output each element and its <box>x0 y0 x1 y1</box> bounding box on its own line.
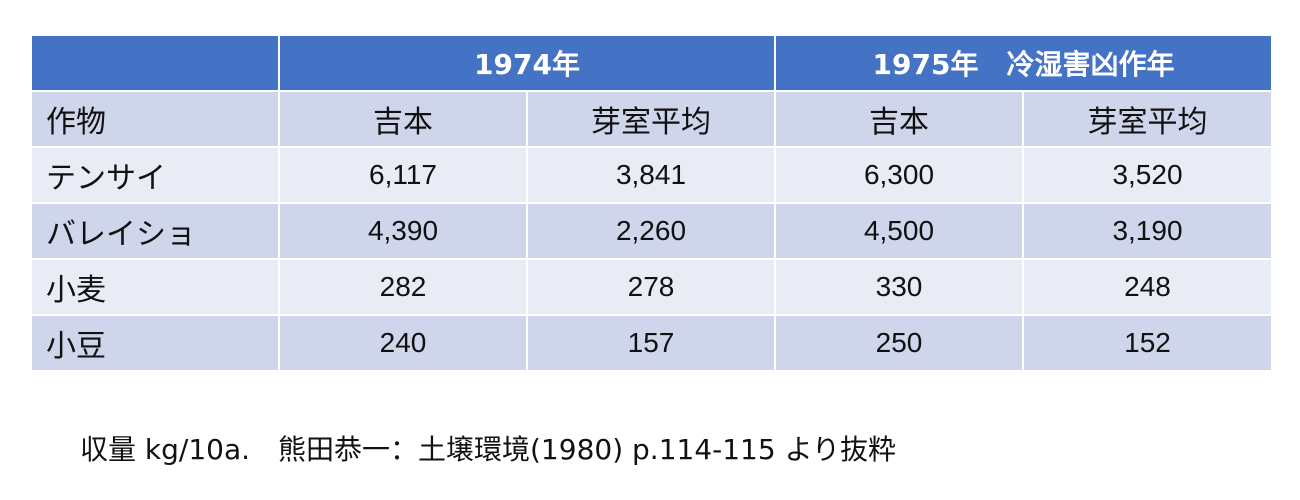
table-row: 小豆 240 157 250 152 <box>30 314 1273 372</box>
year-header-row: 1974年 1975年 冷湿害凶作年 <box>30 34 1273 92</box>
yield-value: 3,520 <box>1022 146 1273 204</box>
yield-value: 250 <box>774 314 1024 372</box>
col-yoshimoto-1975: 吉本 <box>774 90 1024 148</box>
subheader-row: 作物 吉本 芽室平均 吉本 芽室平均 <box>30 90 1273 148</box>
yield-value: 278 <box>526 258 776 316</box>
crop-column-label: 作物 <box>30 90 280 148</box>
header-year-1974: 1974年 <box>278 34 776 92</box>
table-row: バレイショ 4,390 2,260 4,500 3,190 <box>30 202 1273 260</box>
col-yoshimoto-1974: 吉本 <box>278 90 528 148</box>
yield-value: 330 <box>774 258 1024 316</box>
yield-value: 4,500 <box>774 202 1024 260</box>
yield-value: 248 <box>1022 258 1273 316</box>
yield-value: 240 <box>278 314 528 372</box>
yield-value: 4,390 <box>278 202 528 260</box>
yield-table: 1974年 1975年 冷湿害凶作年 作物 吉本 芽室平均 吉本 芽室平均 テン… <box>30 34 1273 372</box>
yield-value: 3,190 <box>1022 202 1273 260</box>
crop-name: 小麦 <box>30 258 280 316</box>
yield-value: 157 <box>526 314 776 372</box>
header-corner-cell <box>30 34 280 92</box>
crop-name: 小豆 <box>30 314 280 372</box>
table-row: テンサイ 6,117 3,841 6,300 3,520 <box>30 146 1273 204</box>
col-memuro-avg-1975: 芽室平均 <box>1022 90 1273 148</box>
col-memuro-avg-1974: 芽室平均 <box>526 90 776 148</box>
header-year-1975: 1975年 冷湿害凶作年 <box>774 34 1273 92</box>
source-caption: 収量 kg/10a. 熊田恭一：土壌環境(1980) p.114-115 より抜… <box>80 433 897 466</box>
yield-value: 3,841 <box>526 146 776 204</box>
yield-value: 152 <box>1022 314 1273 372</box>
table-row: 小麦 282 278 330 248 <box>30 258 1273 316</box>
crop-name: バレイショ <box>30 202 280 260</box>
yield-value: 282 <box>278 258 528 316</box>
yield-value: 2,260 <box>526 202 776 260</box>
crop-name: テンサイ <box>30 146 280 204</box>
yield-value: 6,117 <box>278 146 528 204</box>
yield-value: 6,300 <box>774 146 1024 204</box>
